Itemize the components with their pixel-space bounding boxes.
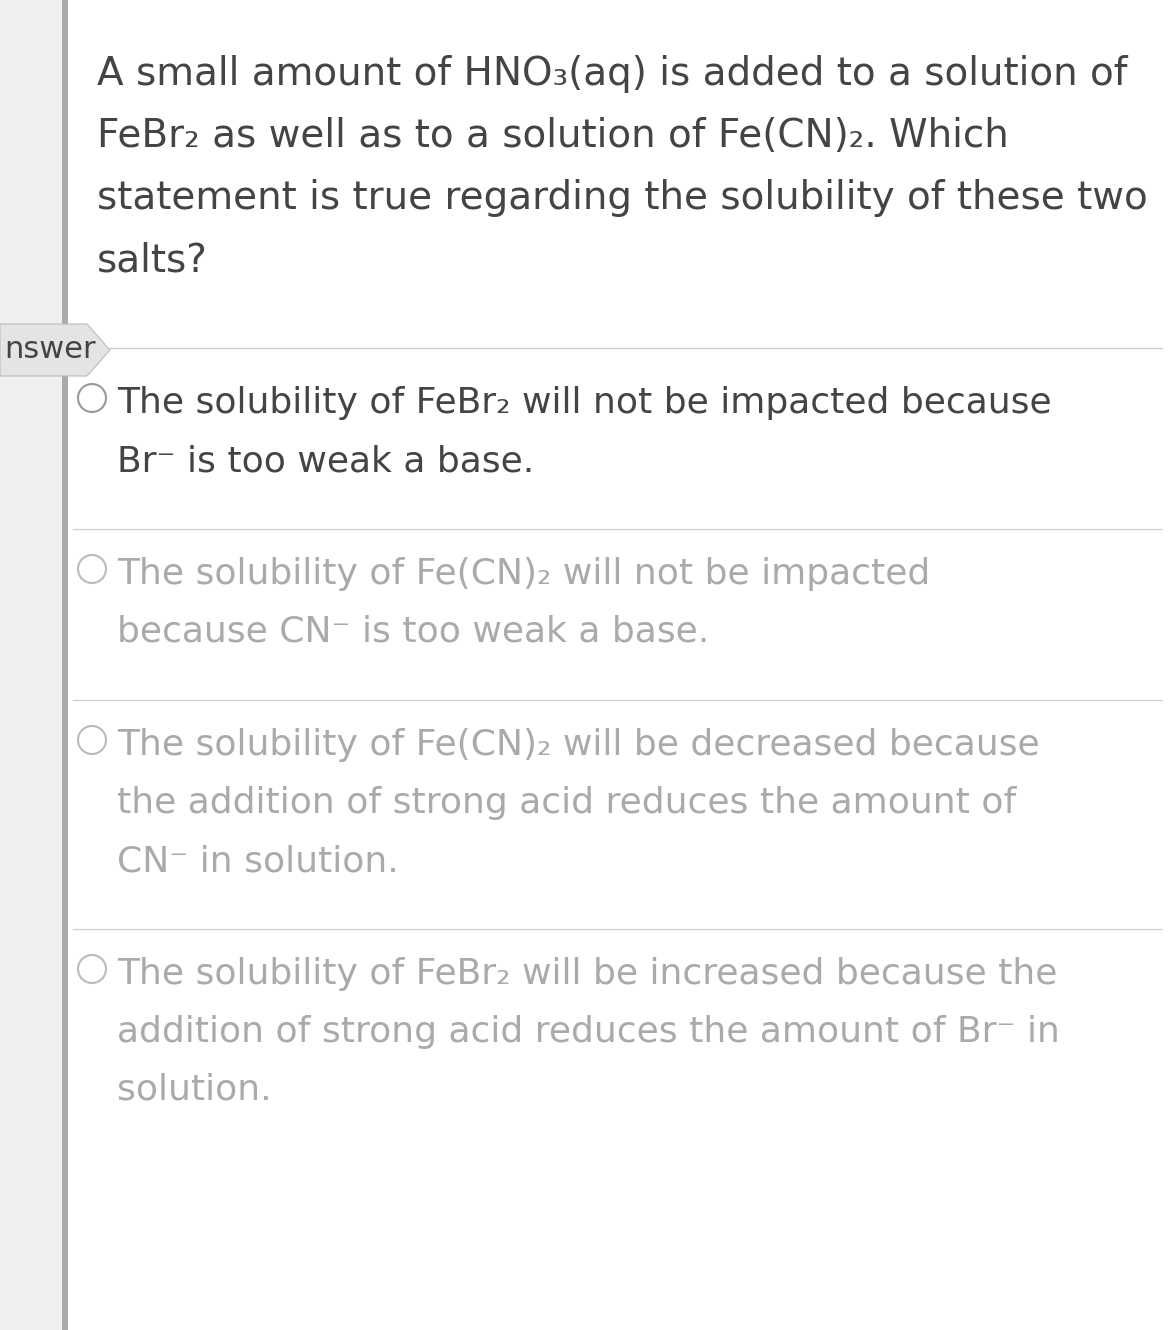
Text: the addition of strong acid reduces the amount of: the addition of strong acid reduces the … — [117, 786, 1017, 821]
Text: The solubility of Fe(CN)₂ will be decreased because: The solubility of Fe(CN)₂ will be decrea… — [117, 728, 1040, 762]
Text: statement is true regarding the solubility of these two: statement is true regarding the solubili… — [97, 180, 1148, 217]
Text: CN⁻ in solution.: CN⁻ in solution. — [117, 845, 399, 878]
Bar — [62, 0, 68, 1330]
Polygon shape — [0, 325, 110, 376]
Text: Br⁻ is too weak a base.: Br⁻ is too weak a base. — [117, 444, 535, 477]
Text: FeBr₂ as well as to a solution of Fe(CN)₂. Which: FeBr₂ as well as to a solution of Fe(CN)… — [97, 117, 1009, 156]
Text: A small amount of HNO₃(aq) is added to a solution of: A small amount of HNO₃(aq) is added to a… — [97, 55, 1128, 93]
Text: The solubility of FeBr₂ will not be impacted because: The solubility of FeBr₂ will not be impa… — [117, 386, 1052, 420]
Text: nswer: nswer — [4, 335, 96, 364]
Text: The solubility of Fe(CN)₂ will not be impacted: The solubility of Fe(CN)₂ will not be im… — [117, 557, 930, 591]
Text: solution.: solution. — [117, 1073, 271, 1107]
Text: because CN⁻ is too weak a base.: because CN⁻ is too weak a base. — [117, 614, 709, 649]
Text: salts?: salts? — [97, 241, 208, 279]
Text: addition of strong acid reduces the amount of Br⁻ in: addition of strong acid reduces the amou… — [117, 1015, 1060, 1049]
Text: The solubility of FeBr₂ will be increased because the: The solubility of FeBr₂ will be increase… — [117, 958, 1058, 991]
